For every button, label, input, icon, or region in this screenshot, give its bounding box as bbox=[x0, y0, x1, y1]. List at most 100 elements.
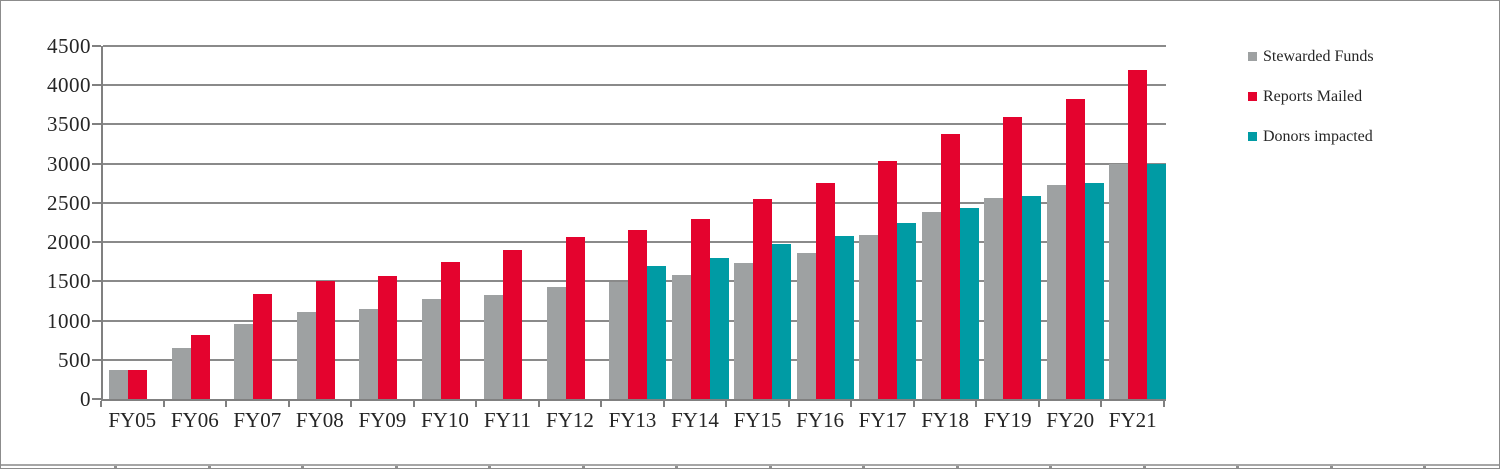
x-axis-label-fy20: FY20 bbox=[1046, 408, 1095, 432]
gridline-4000 bbox=[103, 84, 1166, 87]
strip-line bbox=[1, 464, 1499, 466]
strip-tick-3 bbox=[394, 466, 398, 468]
bar-donors-impacted-fy19 bbox=[1022, 195, 1042, 399]
bar-reports-mailed-fy07 bbox=[253, 293, 273, 399]
x-boundary-tick-3 bbox=[287, 401, 290, 407]
bar-stewarded-funds-fy14 bbox=[671, 275, 691, 399]
gridline-3500 bbox=[103, 123, 1166, 126]
bar-stewarded-funds-fy17 bbox=[859, 235, 879, 399]
bar-stewarded-funds-fy20 bbox=[1046, 184, 1066, 399]
x-boundary-tick-15 bbox=[1037, 401, 1040, 407]
y-axis-label-3500: 3500 bbox=[47, 112, 91, 137]
y-axis-label-3000: 3000 bbox=[47, 151, 91, 176]
y-axis-label-2500: 2500 bbox=[47, 190, 91, 215]
bar-stewarded-funds-fy09 bbox=[359, 308, 379, 399]
y-tick-3500 bbox=[92, 123, 101, 126]
x-axis-label-fy16: FY16 bbox=[796, 408, 844, 432]
bar-reports-mailed-fy20 bbox=[1065, 98, 1085, 399]
bar-reports-mailed-fy21 bbox=[1128, 69, 1148, 399]
x-boundary-tick-14 bbox=[975, 401, 978, 407]
x-boundary-tick-10 bbox=[725, 401, 728, 407]
bar-reports-mailed-fy18 bbox=[940, 133, 960, 399]
bar-donors-impacted-fy17 bbox=[897, 223, 917, 399]
x-axis-label-fy15: FY15 bbox=[733, 408, 782, 432]
x-axis-label-fy10: FY10 bbox=[420, 408, 469, 432]
x-boundary-tick-7 bbox=[537, 401, 540, 407]
y-tick-2500 bbox=[92, 201, 101, 204]
x-boundary-tick-9 bbox=[662, 401, 665, 407]
x-axis-label-fy17: FY17 bbox=[858, 408, 907, 432]
x-axis-label-fy13: FY13 bbox=[608, 408, 657, 432]
bar-reports-mailed-fy10 bbox=[440, 261, 460, 399]
legend-label-stewarded-funds: Stewarded Funds bbox=[1263, 47, 1374, 65]
y-tick-2000 bbox=[92, 241, 101, 244]
bar-stewarded-funds-fy08 bbox=[296, 311, 316, 399]
bar-reports-mailed-fy17 bbox=[878, 160, 898, 399]
x-boundary-tick-13 bbox=[912, 401, 915, 407]
legend-swatch-donors-impacted bbox=[1248, 132, 1257, 141]
bar-donors-impacted-fy15 bbox=[772, 243, 792, 399]
y-axis-label-1500: 1500 bbox=[47, 269, 91, 294]
bar-reports-mailed-fy14 bbox=[690, 219, 710, 399]
x-boundary-tick-17 bbox=[1163, 401, 1165, 407]
x-boundary-tick-6 bbox=[475, 401, 478, 407]
x-axis-label-fy12: FY12 bbox=[546, 408, 594, 432]
legend-swatch-reports-mailed bbox=[1248, 92, 1257, 101]
bar-stewarded-funds-fy06 bbox=[171, 348, 191, 399]
y-tick-3000 bbox=[92, 162, 101, 165]
bar-reports-mailed-fy05 bbox=[128, 369, 147, 399]
x-axis-label-fy14: FY14 bbox=[671, 408, 719, 432]
bar-stewarded-funds-fy05 bbox=[109, 369, 128, 399]
x-boundary-tick-12 bbox=[850, 401, 853, 407]
strip-tick-14 bbox=[1423, 466, 1426, 468]
bar-stewarded-funds-fy18 bbox=[921, 212, 941, 399]
cropped-table-edge bbox=[1, 464, 1499, 468]
y-axis-label-4500: 4500 bbox=[47, 34, 91, 58]
x-axis-label-fy11: FY11 bbox=[483, 408, 531, 432]
x-boundary-tick-0 bbox=[100, 401, 102, 407]
x-axis-label-fy08: FY08 bbox=[295, 408, 344, 432]
y-tick-1000 bbox=[92, 319, 101, 322]
x-boundary-tick-8 bbox=[600, 401, 603, 407]
y-tick-0 bbox=[92, 398, 101, 400]
y-axis-label-0: 0 bbox=[80, 387, 91, 411]
strip-tick-12 bbox=[1236, 466, 1239, 468]
y-axis-label-500: 500 bbox=[58, 347, 91, 372]
x-axis-label-fy05: FY05 bbox=[108, 408, 157, 432]
strip-tick-6 bbox=[675, 466, 678, 468]
x-axis-label-fy19: FY19 bbox=[983, 408, 1032, 432]
bar-reports-mailed-fy08 bbox=[315, 281, 335, 399]
y-tick-4500 bbox=[92, 45, 101, 47]
bar-reports-mailed-fy13 bbox=[628, 229, 648, 399]
bar-stewarded-funds-fy12 bbox=[546, 286, 566, 399]
bar-donors-impacted-fy21 bbox=[1147, 163, 1167, 399]
x-axis-label-fy21: FY21 bbox=[1108, 408, 1157, 432]
y-tick-500 bbox=[92, 358, 101, 361]
strip-tick-5 bbox=[581, 466, 585, 468]
bar-reports-mailed-fy12 bbox=[565, 237, 585, 399]
bar-stewarded-funds-fy07 bbox=[234, 323, 254, 399]
gridline-4500 bbox=[103, 45, 1166, 47]
x-boundary-tick-5 bbox=[412, 401, 415, 407]
legend: Stewarded Funds Reports Mailed Donors im… bbox=[1248, 47, 1488, 169]
strip-tick-10 bbox=[1049, 466, 1052, 468]
strip-tick-4 bbox=[488, 466, 491, 468]
x-boundary-tick-4 bbox=[350, 401, 353, 407]
y-axis-label-4000: 4000 bbox=[47, 73, 91, 98]
bar-donors-impacted-fy20 bbox=[1084, 183, 1104, 399]
x-boundary-tick-16 bbox=[1100, 401, 1103, 407]
x-boundary-tick-1 bbox=[162, 401, 165, 407]
bar-stewarded-funds-fy11 bbox=[484, 294, 504, 399]
gridline-3000 bbox=[103, 162, 1166, 165]
y-axis-label-1000: 1000 bbox=[47, 308, 91, 333]
x-axis-label-fy07: FY07 bbox=[233, 408, 282, 432]
bar-stewarded-funds-fy13 bbox=[609, 282, 629, 399]
legend-entry-stewarded-funds: Stewarded Funds bbox=[1248, 47, 1488, 65]
strip-tick-13 bbox=[1329, 466, 1333, 468]
bar-stewarded-funds-fy10 bbox=[421, 299, 441, 399]
y-tick-4000 bbox=[92, 84, 101, 87]
x-axis-label-fy09: FY09 bbox=[358, 408, 407, 432]
legend-entry-donors-impacted: Donors impacted bbox=[1248, 128, 1488, 145]
legend-swatch-stewarded-funds bbox=[1248, 52, 1257, 61]
bar-reports-mailed-fy06 bbox=[190, 335, 210, 399]
